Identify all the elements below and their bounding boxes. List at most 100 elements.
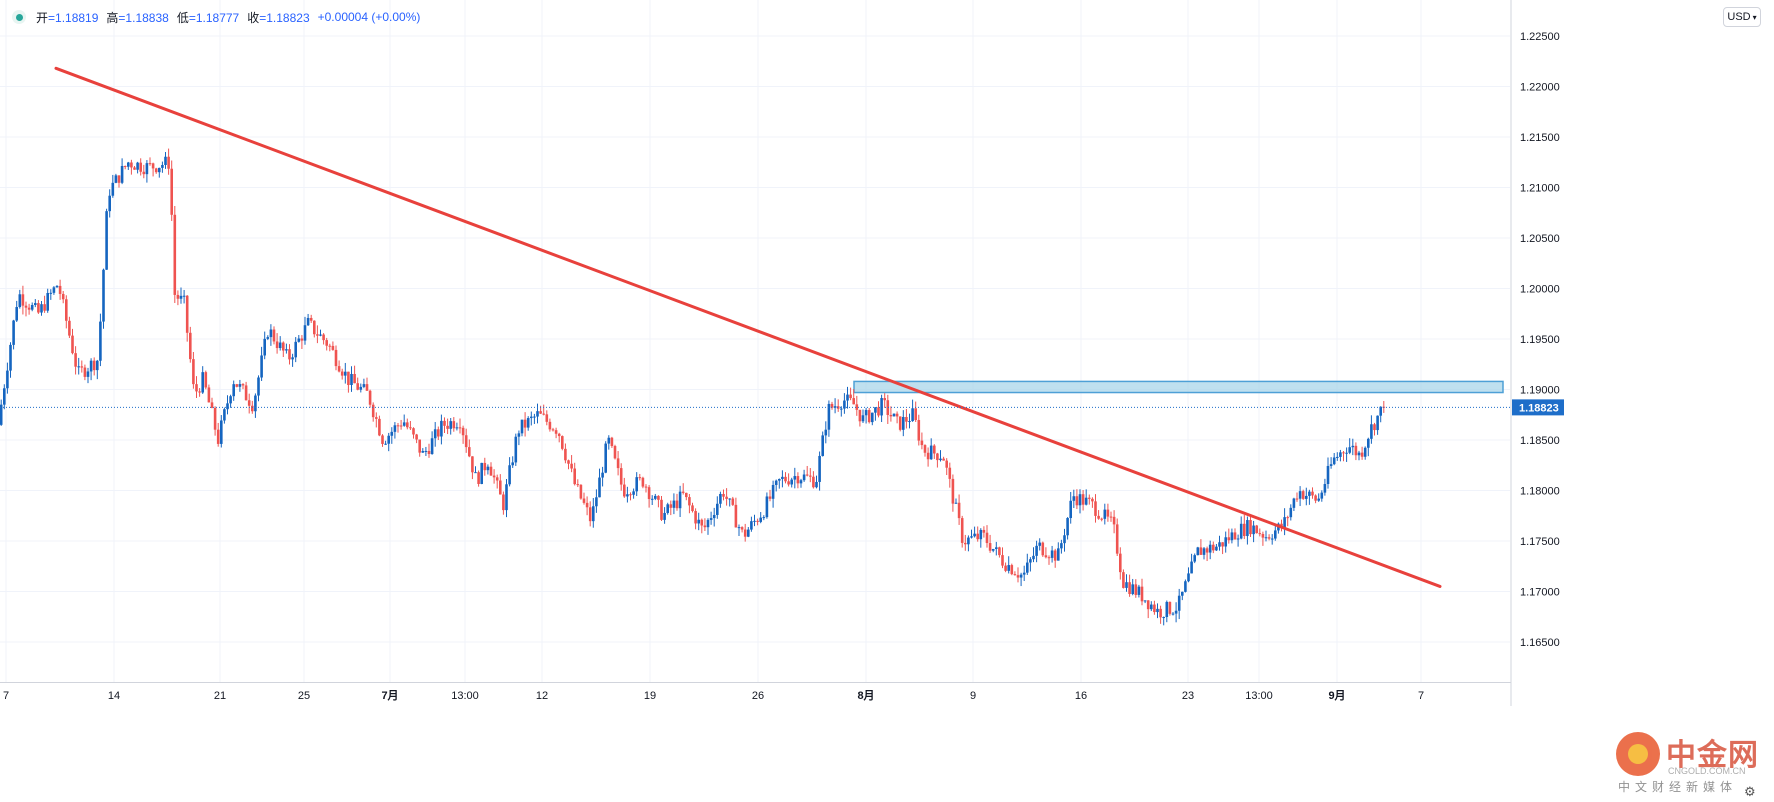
- candle-body: [1150, 604, 1153, 610]
- candle-body: [818, 455, 821, 482]
- candle-body: [1063, 535, 1066, 544]
- candle-body: [1252, 525, 1255, 535]
- candle-body: [68, 320, 71, 336]
- candle-body: [182, 295, 186, 297]
- candle-body: [1168, 601, 1172, 614]
- candle-body: [1181, 591, 1184, 596]
- candle-body: [427, 450, 431, 455]
- candle-body: [1032, 555, 1035, 560]
- trendline: [54, 66, 1442, 588]
- candle-body: [1134, 584, 1138, 595]
- candle-body: [161, 164, 164, 168]
- candle-body: [926, 452, 930, 460]
- candle-body: [1128, 582, 1131, 595]
- candle-body: [1267, 537, 1271, 539]
- candle-body: [762, 517, 766, 519]
- candle-body: [604, 443, 607, 473]
- candle-body: [778, 479, 781, 481]
- candle-body: [1370, 424, 1373, 439]
- candle-body: [871, 412, 874, 423]
- candle-body: [21, 294, 25, 306]
- candle-body: [1035, 545, 1038, 556]
- candle-body: [0, 404, 3, 425]
- candle-body: [158, 167, 161, 173]
- watermark-subtitle: 中文财经新媒体: [1618, 780, 1738, 794]
- ohlc-change: +0.00004 (+0.00%): [317, 10, 421, 24]
- candle-body: [1060, 543, 1063, 549]
- candle-body: [294, 341, 297, 358]
- candle-body: [933, 445, 936, 454]
- x-tick-label: 25: [298, 690, 310, 702]
- candle-body: [914, 408, 917, 421]
- candle-body: [502, 494, 505, 511]
- candle-body: [1305, 495, 1308, 499]
- y-tick-label: 1.17500: [1520, 536, 1560, 548]
- candle-body: [1190, 561, 1193, 574]
- candle-body: [6, 370, 9, 389]
- candle-body: [399, 425, 403, 427]
- candle-body: [492, 475, 496, 478]
- candle-body: [1066, 518, 1069, 536]
- candle-body: [700, 519, 704, 526]
- candle-body: [756, 520, 759, 522]
- candle-body: [458, 427, 462, 429]
- candle-body: [1246, 520, 1249, 537]
- candle-body: [1264, 537, 1268, 539]
- candle-body: [827, 403, 831, 430]
- candle-body: [864, 410, 868, 416]
- candle-body: [347, 371, 350, 386]
- candle-body: [719, 493, 722, 504]
- candle-body: [232, 384, 235, 397]
- candle-body: [65, 299, 68, 321]
- candle-body: [635, 477, 638, 492]
- candle-body: [499, 480, 502, 495]
- candle-body: [421, 450, 425, 453]
- candle-body: [319, 334, 322, 336]
- candle-body: [554, 430, 558, 434]
- candle-body: [213, 407, 217, 430]
- candle-body: [24, 305, 28, 308]
- candle-body: [945, 460, 948, 468]
- candle-body: [542, 413, 545, 415]
- candle-body: [895, 413, 899, 417]
- candle-body: [657, 495, 660, 500]
- symbol-status-icon[interactable]: [12, 10, 26, 24]
- candle-body: [353, 373, 356, 384]
- candle-body: [173, 214, 177, 295]
- candle-body: [644, 486, 648, 488]
- candle-body: [359, 386, 363, 390]
- candle-body: [753, 520, 756, 522]
- currency-selector[interactable]: USD ▾: [1723, 7, 1761, 27]
- candle-body: [1069, 500, 1072, 519]
- candle-body: [1119, 553, 1122, 573]
- candle-body: [1360, 452, 1364, 457]
- candle-body: [787, 481, 790, 485]
- y-tick-label: 1.18500: [1520, 435, 1560, 447]
- candle-body: [982, 529, 986, 533]
- candle-body: [836, 406, 840, 409]
- x-tick-label: 8月: [857, 689, 874, 702]
- candle-body: [706, 519, 710, 528]
- candle-body: [1295, 498, 1299, 500]
- candle-body: [12, 320, 15, 345]
- candle-body: [1171, 613, 1175, 615]
- candle-body: [375, 417, 378, 419]
- candle-body: [486, 466, 490, 471]
- candle-body: [1258, 533, 1262, 535]
- candle-body: [1156, 608, 1159, 613]
- candle-body: [939, 458, 942, 461]
- candle-body: [1301, 491, 1305, 499]
- candle-body: [393, 425, 397, 432]
- candle-body: [1379, 406, 1382, 416]
- last-price-tag: [1512, 399, 1564, 416]
- gear-icon[interactable]: ⚙: [1744, 784, 1756, 799]
- candle-body: [1205, 548, 1209, 553]
- candle-body: [675, 500, 679, 509]
- candle-body: [1274, 530, 1277, 539]
- high-value: =1.18838: [118, 10, 169, 25]
- candle-body: [1348, 447, 1351, 453]
- watermark-name: 中金网: [1666, 739, 1759, 772]
- candle-body: [1112, 516, 1116, 525]
- candle-body: [1292, 498, 1296, 508]
- candle-body: [598, 477, 601, 498]
